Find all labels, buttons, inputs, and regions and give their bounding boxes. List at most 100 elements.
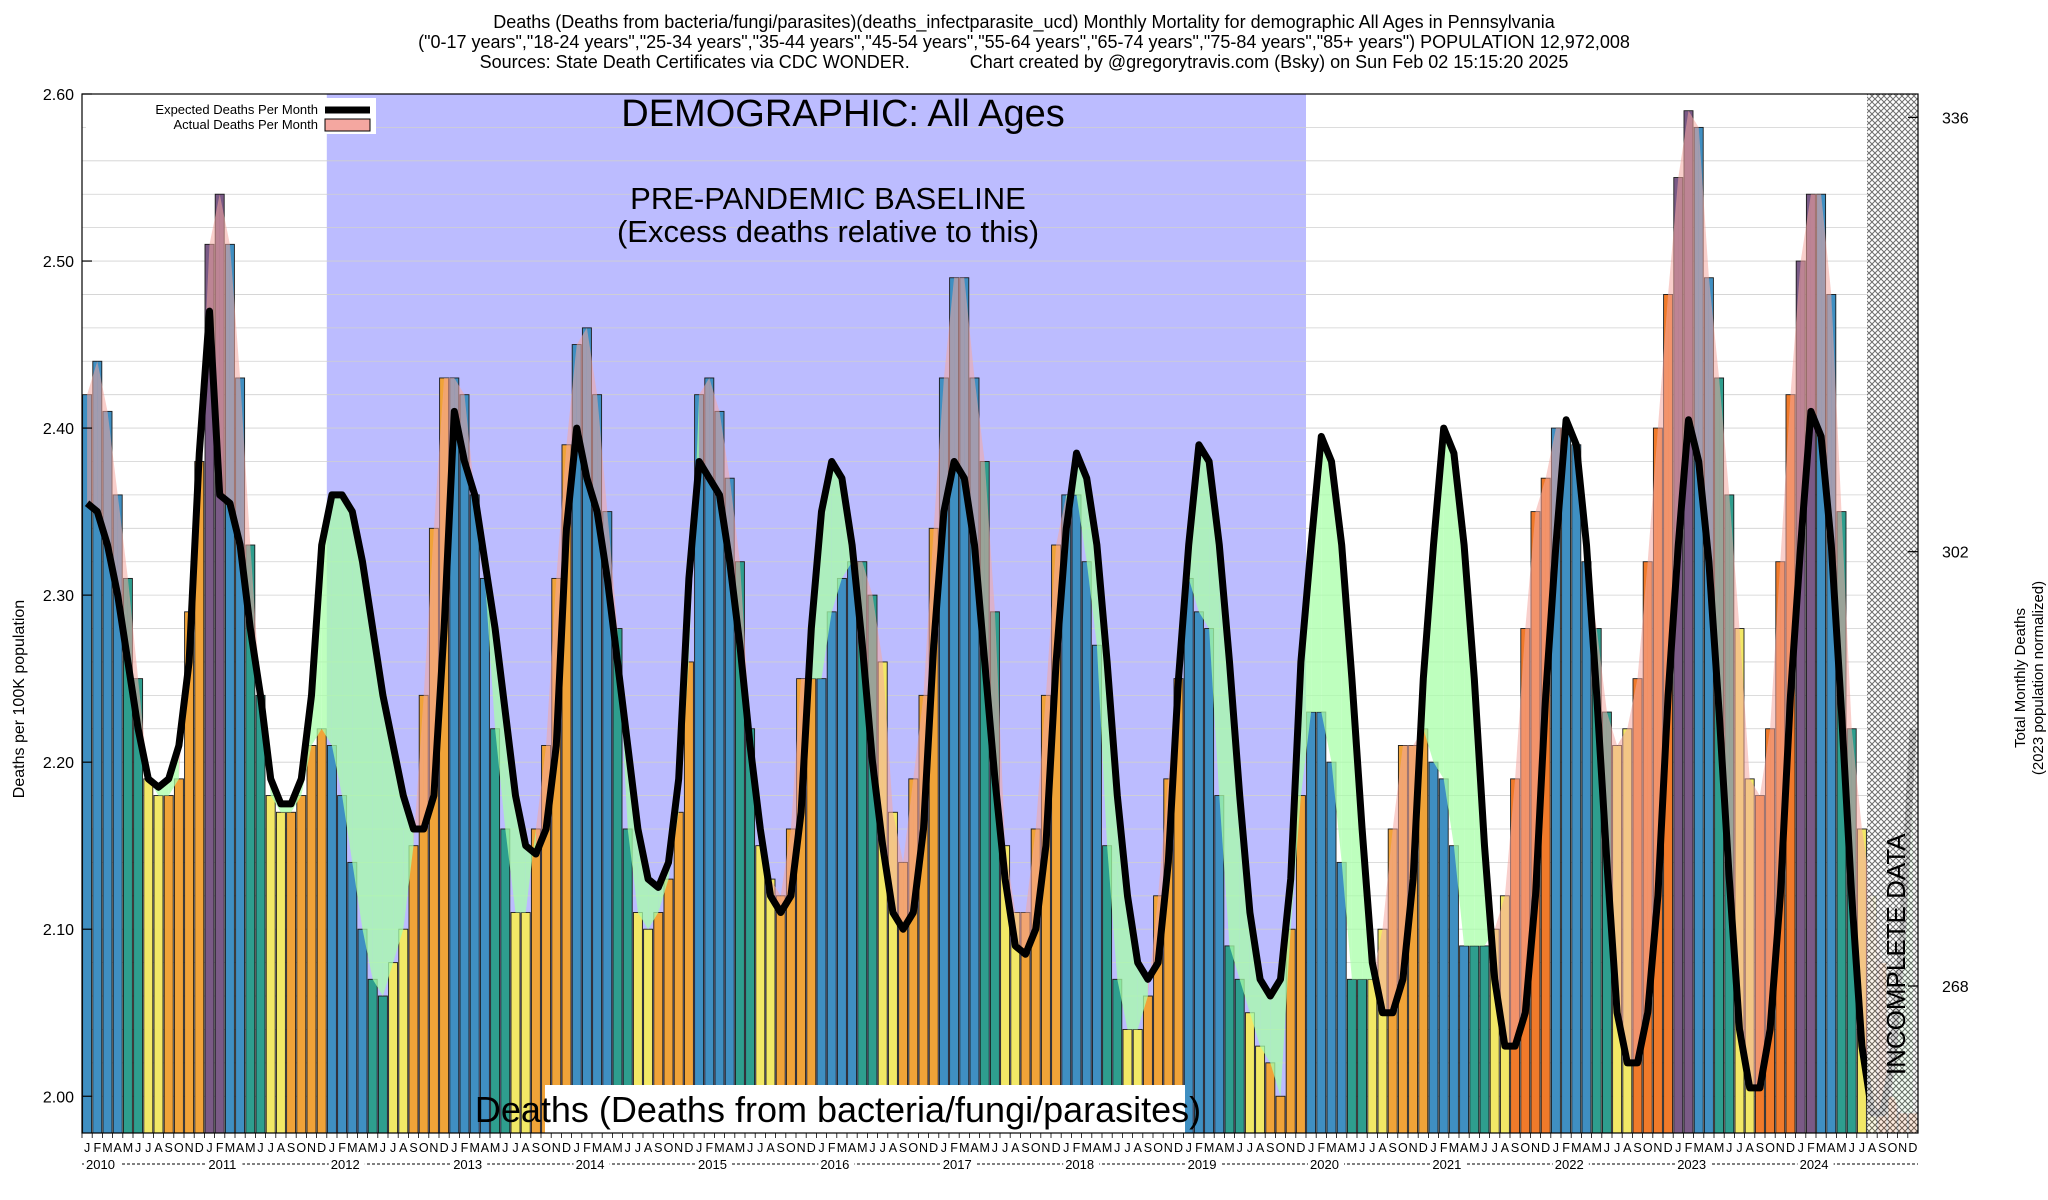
excess-fill bbox=[250, 545, 261, 696]
actual-deaths-bar bbox=[316, 728, 327, 1134]
x-month-label: J bbox=[1002, 1141, 1008, 1155]
actual-deaths-bar bbox=[357, 928, 368, 1134]
actual-deaths-bar bbox=[459, 394, 470, 1134]
actual-deaths-bar bbox=[500, 828, 511, 1134]
actual-deaths-bar bbox=[337, 795, 348, 1134]
excess-fill bbox=[790, 678, 802, 896]
actual-deaths-bar bbox=[265, 795, 276, 1134]
x-month-label: J bbox=[625, 1141, 631, 1155]
x-month-label: F bbox=[583, 1141, 591, 1155]
y-tick-label: 2.20 bbox=[43, 755, 74, 772]
excess-fill bbox=[699, 377, 710, 479]
x-year-label-bg bbox=[940, 1157, 977, 1171]
y-tick-label-right: 336 bbox=[1942, 110, 1969, 127]
excess-fill bbox=[943, 277, 955, 512]
x-month-label: J bbox=[1726, 1141, 1732, 1155]
actual-deaths-bar bbox=[1316, 711, 1327, 1134]
x-month-label: A bbox=[848, 1141, 857, 1155]
x-month-label: O bbox=[664, 1141, 674, 1155]
actual-deaths-bar bbox=[306, 745, 317, 1134]
excess-fill bbox=[1617, 728, 1628, 1063]
x-month-label: O bbox=[1031, 1141, 1041, 1155]
x-month-label: O bbox=[419, 1141, 429, 1155]
x-month-label: O bbox=[1398, 1141, 1408, 1155]
excess-fill bbox=[872, 595, 883, 846]
actual-deaths-bar bbox=[1183, 577, 1194, 1134]
x-month-label: M bbox=[1326, 1141, 1336, 1155]
actual-deaths-bar bbox=[153, 795, 164, 1134]
x-month-label: M bbox=[469, 1141, 479, 1155]
x-month-label: N bbox=[1409, 1141, 1418, 1155]
x-month-label: A bbox=[1746, 1141, 1755, 1155]
x-month-label: F bbox=[1195, 1141, 1203, 1155]
deficit-fill bbox=[382, 695, 394, 997]
x-month-label: A bbox=[726, 1141, 735, 1155]
x-month-label: M bbox=[102, 1141, 112, 1155]
x-month-label: A bbox=[399, 1141, 408, 1155]
excess-fill bbox=[1831, 294, 1842, 713]
legend-swatch-actual bbox=[324, 118, 371, 132]
x-month-label: M bbox=[837, 1141, 847, 1155]
actual-deaths-bar bbox=[826, 611, 837, 1134]
x-year-label-bg bbox=[696, 1157, 732, 1171]
actual-deaths-bar bbox=[326, 745, 337, 1134]
x-month-label: M bbox=[1081, 1141, 1091, 1155]
actual-deaths-bar bbox=[1571, 444, 1582, 1134]
x-month-label: D bbox=[317, 1141, 326, 1155]
x-month-label: J bbox=[135, 1141, 141, 1155]
x-year-label: 2022 bbox=[1555, 1157, 1584, 1172]
x-month-label: D bbox=[1296, 1141, 1305, 1155]
x-month-label: F bbox=[1440, 1141, 1448, 1155]
excess-fill bbox=[1657, 294, 1669, 896]
x-month-label: S bbox=[532, 1141, 540, 1155]
x-month-label: S bbox=[1144, 1141, 1152, 1155]
x-month-label: J bbox=[635, 1141, 641, 1155]
deficit-fill bbox=[352, 511, 363, 930]
x-month-label: N bbox=[674, 1141, 683, 1155]
actual-deaths-bar bbox=[1081, 561, 1092, 1134]
y-tick-label-right: 302 bbox=[1942, 545, 1969, 562]
x-month-label: A bbox=[236, 1141, 245, 1155]
chart-subtitle: ("0-17 years","18-24 years","25-34 years… bbox=[418, 32, 1630, 52]
x-month-label: J bbox=[818, 1141, 824, 1155]
actual-deaths-bar bbox=[163, 795, 174, 1134]
x-month-label: A bbox=[1378, 1141, 1387, 1155]
y-tick-label: 2.40 bbox=[43, 421, 74, 438]
deficit-fill bbox=[648, 879, 659, 930]
x-year-label-bg bbox=[451, 1157, 488, 1171]
x-month-label: M bbox=[1836, 1141, 1846, 1155]
x-month-label: J bbox=[574, 1141, 580, 1155]
actual-deaths-bar bbox=[1367, 978, 1378, 1134]
x-month-label: J bbox=[1553, 1141, 1559, 1155]
actual-deaths-bar bbox=[1326, 761, 1337, 1134]
x-month-label: M bbox=[735, 1141, 745, 1155]
actual-deaths-bar bbox=[673, 811, 684, 1134]
x-month-label: D bbox=[1419, 1141, 1428, 1155]
x-month-label: J bbox=[696, 1141, 702, 1155]
x-month-label: J bbox=[1247, 1141, 1253, 1155]
y-tick-label: 2.10 bbox=[43, 922, 74, 939]
x-month-label: J bbox=[84, 1141, 90, 1155]
x-month-label: S bbox=[1266, 1141, 1274, 1155]
actual-deaths-bar bbox=[1346, 978, 1357, 1134]
x-month-label: A bbox=[358, 1141, 367, 1155]
excess-fill bbox=[423, 528, 434, 829]
x-month-label: O bbox=[908, 1141, 918, 1155]
x-month-label: A bbox=[644, 1141, 653, 1155]
excess-fill bbox=[1688, 110, 1699, 462]
x-month-label: F bbox=[93, 1141, 101, 1155]
actual-deaths-bar bbox=[275, 811, 286, 1134]
x-month-label: J bbox=[329, 1141, 335, 1155]
actual-deaths-bar bbox=[1091, 644, 1102, 1134]
x-month-label: M bbox=[1347, 1141, 1357, 1155]
x-month-label: J bbox=[206, 1141, 212, 1155]
x-year-label: 2023 bbox=[1677, 1157, 1706, 1172]
x-month-label: J bbox=[1481, 1141, 1487, 1155]
x-month-label: M bbox=[979, 1141, 989, 1155]
excess-fill bbox=[546, 578, 557, 829]
x-month-label: S bbox=[287, 1141, 295, 1155]
excess-fill bbox=[219, 194, 230, 504]
excess-fill bbox=[1739, 628, 1750, 1088]
x-year-label-bg bbox=[328, 1157, 365, 1171]
